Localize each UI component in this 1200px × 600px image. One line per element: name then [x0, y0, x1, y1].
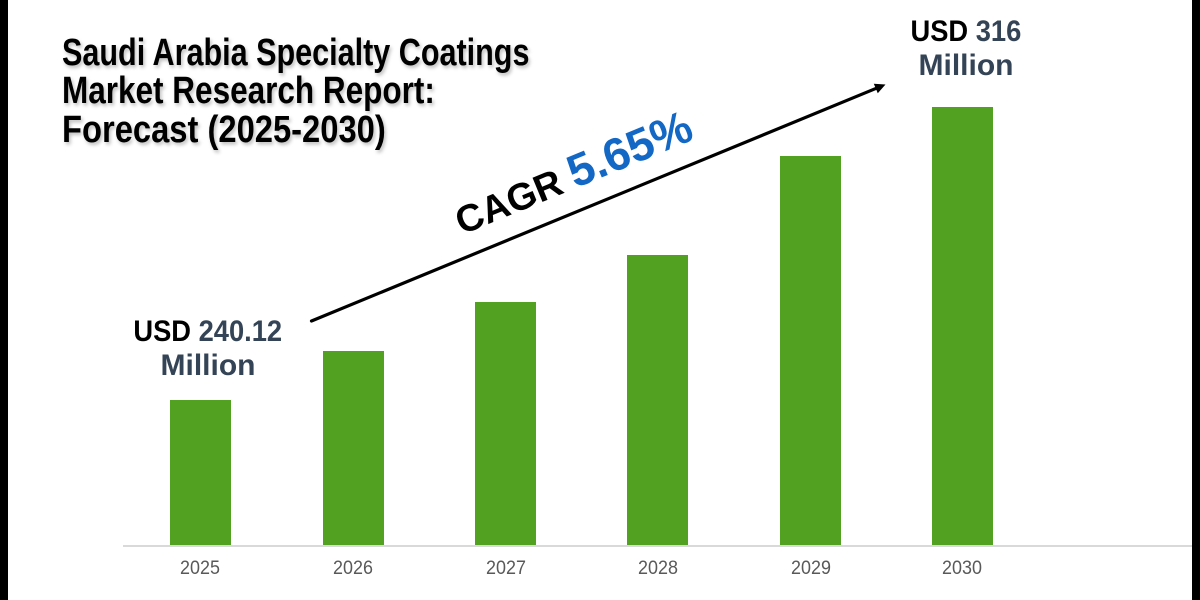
svg-text:CAGR 5.65%: CAGR 5.65% [446, 100, 700, 244]
